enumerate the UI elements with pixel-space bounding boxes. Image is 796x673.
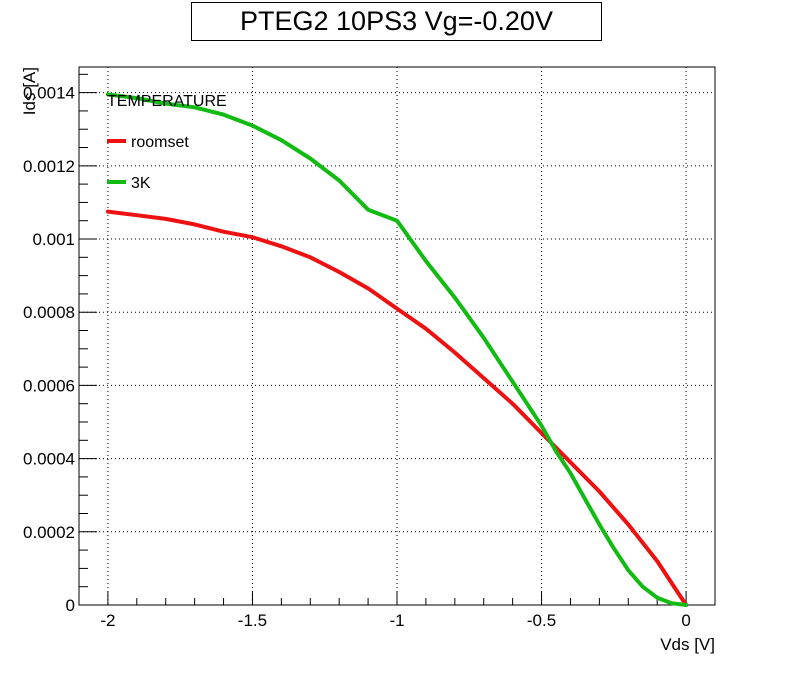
x-tick-label: -0.5: [527, 611, 556, 630]
x-axis-label: Vds [V]: [660, 635, 715, 654]
legend-title: TEMPERATURE: [107, 93, 227, 110]
y-tick-label: 0.0002: [23, 523, 75, 542]
y-tick-label: 0.0012: [23, 157, 75, 176]
x-tick-label: -1: [389, 611, 404, 630]
series-line-3k: [105, 92, 689, 607]
y-tick-label: 0.001: [32, 230, 75, 249]
y-tick-label: 0.0014: [23, 84, 75, 103]
y-tick-label: 0.0006: [23, 376, 75, 395]
x-tick-label: 0: [681, 611, 690, 630]
legend-label-roomset: roomset: [131, 134, 189, 151]
legend-label-3k: 3K: [131, 175, 151, 192]
x-tick-label: -2: [100, 611, 115, 630]
chart-title-text: PTEG2 10PS3 Vg=-0.20V: [240, 6, 553, 36]
plot-frame-border: [78, 66, 716, 606]
series-line-roomset: [105, 209, 689, 607]
y-tick-label: 0: [66, 596, 75, 615]
y-tick-label: 0.0004: [23, 450, 75, 469]
y-axis-label: Ids [A]: [20, 67, 39, 115]
x-tick-label: -1.5: [238, 611, 267, 630]
y-tick-label: 0.0008: [23, 303, 75, 322]
chart-title: PTEG2 10PS3 Vg=-0.20V: [191, 2, 602, 41]
